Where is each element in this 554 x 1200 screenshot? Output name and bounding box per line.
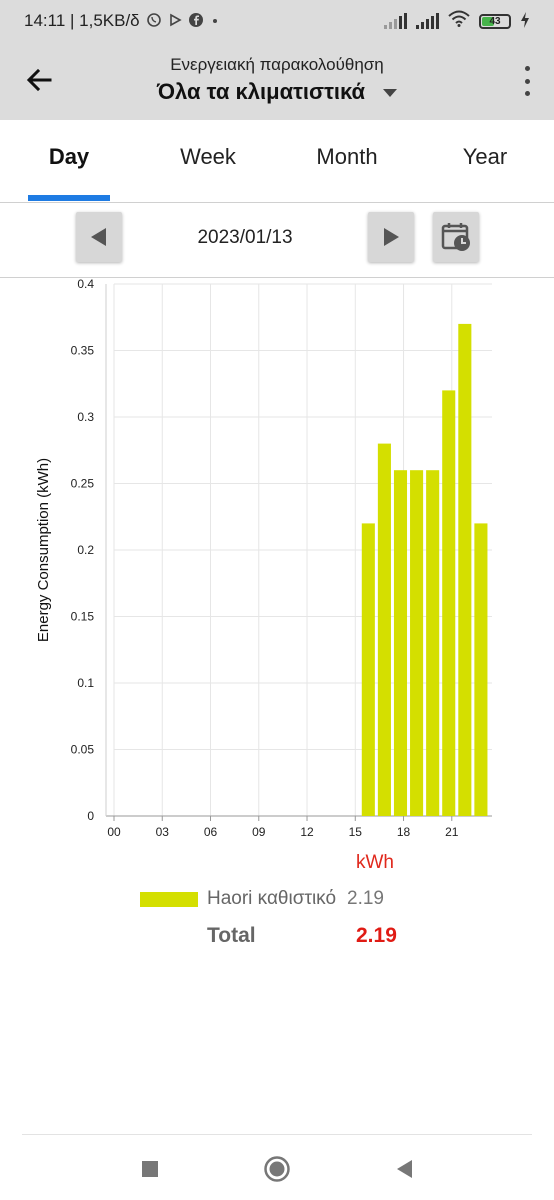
y-tick-labels: 0 0.05 0.1 0.15 0.2 0.25 0.3 0.35 0.4 [71, 278, 95, 823]
chart-bar [458, 323, 472, 816]
more-vert-icon [524, 66, 530, 71]
dot-icon [210, 13, 220, 29]
status-time: 14:11 | 1,5KB/δ [24, 11, 140, 30]
chart-bar [393, 470, 408, 816]
facebook-icon [188, 12, 204, 31]
dropdown-icon [383, 89, 398, 97]
legend-series-name: Haori καθιστικό [207, 888, 337, 909]
more-options-button[interactable] [520, 66, 534, 96]
charging-icon [520, 11, 530, 31]
y-tick-label: 0.3 [77, 410, 94, 424]
page-title: Όλα τα κλιματιστικά [156, 79, 366, 104]
y-tick-label: 0.1 [77, 676, 94, 690]
back-triangle-icon [397, 1160, 412, 1178]
signal-icon [384, 13, 407, 29]
play-icon [168, 13, 182, 30]
period-tabs: Day Week Month Year [0, 120, 554, 202]
home-button[interactable] [263, 1155, 291, 1183]
back-arrow-icon [26, 68, 52, 92]
app-bar: Ενεργειακή παρακολούθηση Όλα τα κλιματισ… [0, 42, 554, 120]
system-navigation-bar [0, 1135, 554, 1200]
x-tick-label: 18 [397, 825, 411, 839]
y-tick-label: 0.15 [71, 610, 95, 624]
x-tick-label: 09 [252, 825, 266, 839]
legend-swatch [140, 891, 198, 907]
legend-series-row: Haori καθιστικό 2.19 [140, 888, 384, 910]
x-tick-label: 03 [156, 825, 170, 839]
recents-square-icon [142, 1161, 158, 1177]
next-icon [384, 228, 399, 246]
chart-bar [442, 390, 456, 816]
title-wrap: Ενεργειακή παρακολούθηση Όλα τα κλιματισ… [0, 55, 554, 105]
x-tick-labels: 00 03 06 09 12 15 18 21 [107, 825, 458, 839]
battery-level: 43 [489, 15, 501, 27]
total-value: 2.19 [356, 924, 397, 947]
device-selector[interactable]: Όλα τα κλιματιστικά [156, 79, 398, 105]
calendar-button[interactable] [433, 212, 479, 262]
page-subtitle: Ενεργειακή παρακολούθηση [170, 55, 384, 74]
chart-bar [410, 470, 424, 816]
y-tick-label: 0.35 [71, 344, 95, 358]
legend-total-row: Total 2.19 [207, 924, 397, 948]
status-bar: 14:11 | 1,5KB/δ 43 [0, 0, 554, 42]
back-nav-button[interactable] [390, 1155, 418, 1183]
energy-chart: Energy Consumption (kWh) 0 0.05 0.1 0.15 0.2… [35, 278, 492, 839]
viber-icon [146, 12, 162, 31]
tab-month[interactable]: Month [316, 144, 378, 169]
selected-date: 2023/01/13 [197, 227, 293, 248]
chart-bar [426, 470, 440, 816]
y-tick-label: 0.2 [77, 543, 94, 557]
chart-bar [377, 443, 391, 816]
back-button[interactable] [22, 62, 58, 98]
prev-day-button[interactable] [76, 212, 122, 262]
x-tick-label: 00 [107, 825, 121, 839]
status-right: 43 [384, 10, 530, 32]
status-left: 14:11 | 1,5KB/δ [24, 11, 220, 31]
chart-bars [361, 323, 488, 816]
prev-icon [91, 228, 106, 246]
nav-divider [22, 1134, 532, 1135]
date-navigation: 2023/01/13 [0, 202, 554, 278]
wifi-icon [448, 10, 470, 32]
tab-indicator [28, 195, 110, 201]
signal-icon [416, 13, 439, 29]
x-tick-label: 21 [445, 825, 459, 839]
chart-bar [361, 523, 375, 816]
recents-button[interactable] [136, 1155, 164, 1183]
x-tick-label: 12 [300, 825, 314, 839]
total-label: Total [207, 924, 256, 947]
calendar-clock-icon [441, 223, 470, 251]
x-tick-label: 15 [349, 825, 363, 839]
home-circle-icon [264, 1156, 290, 1182]
unit-label: kWh [356, 852, 394, 873]
tab-year[interactable]: Year [462, 144, 508, 169]
y-tick-label: 0.4 [77, 278, 94, 291]
battery-icon: 43 [479, 13, 511, 29]
tab-day[interactable]: Day [48, 144, 90, 169]
chart-bar [474, 523, 488, 816]
next-day-button[interactable] [368, 212, 414, 262]
legend-series-value: 2.19 [347, 888, 384, 909]
y-tick-label: 0.05 [71, 743, 95, 757]
y-axis-label: Energy Consumption (kWh) [35, 458, 52, 642]
tab-week[interactable]: Week [180, 144, 236, 169]
y-tick-label: 0.25 [71, 477, 95, 491]
x-tick-label: 06 [204, 825, 218, 839]
y-tick-label: 0 [87, 809, 94, 823]
